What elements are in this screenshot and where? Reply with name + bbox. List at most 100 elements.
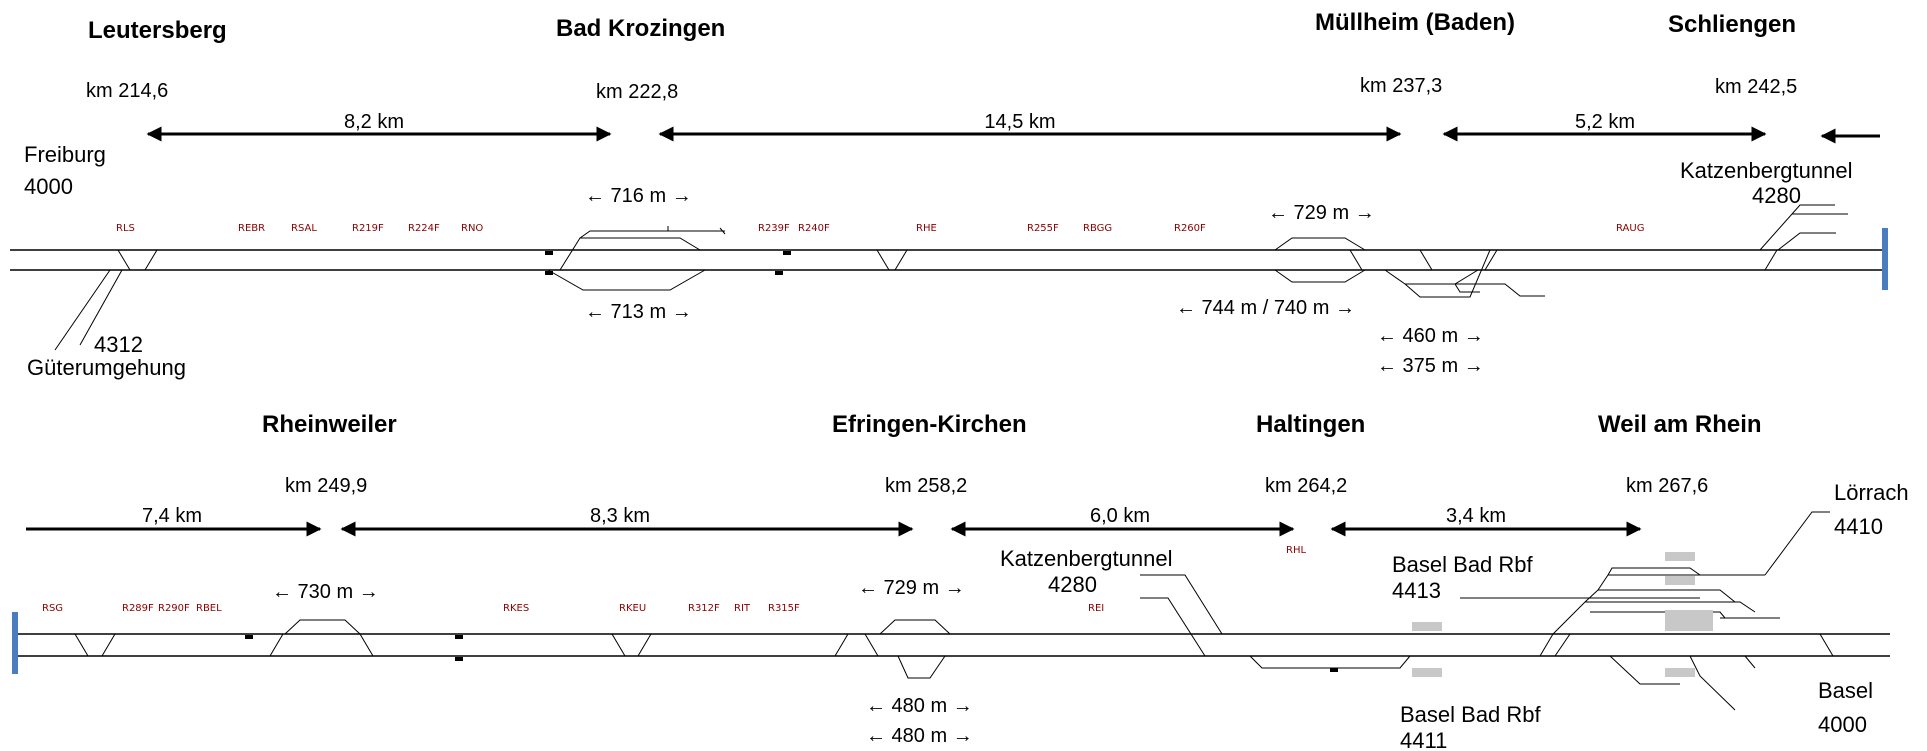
line-number: 4410 (1834, 514, 1883, 539)
km-label: km 258,2 (885, 475, 967, 497)
line-number: 4000 (1818, 712, 1867, 737)
station-name: Weil am Rhein (1598, 411, 1762, 438)
length-label: ← 729 m → (1268, 202, 1375, 224)
line-name: Basel (1818, 678, 1873, 703)
siding (660, 226, 726, 235)
distance-label: 7,4 km (142, 505, 202, 527)
signal-code: RKES (503, 603, 529, 614)
distance-label: 5,2 km (1575, 111, 1635, 133)
line-number: 4280 (1752, 183, 1801, 208)
signal-code: REBR (238, 223, 265, 234)
distance-label: 3,4 km (1446, 505, 1506, 527)
platform (1412, 668, 1442, 677)
distance-label: 14,5 km (984, 111, 1055, 133)
station-name: Müllheim (Baden) (1315, 9, 1515, 36)
end-marker (1882, 228, 1888, 290)
passing-loop (879, 619, 951, 679)
length-label: ← 480 m → (866, 695, 973, 717)
signal-device (545, 251, 553, 255)
length-label: ← 713 m → (585, 301, 692, 323)
end-marker (12, 612, 18, 674)
signal-device (545, 271, 553, 275)
passing-loop (284, 619, 361, 635)
signal-code: R315F (768, 603, 800, 614)
signal-code: RKEU (619, 603, 646, 614)
signal-code: RBGG (1083, 223, 1112, 234)
line-name: Lörrach (1834, 480, 1909, 505)
km-label: km 264,2 (1265, 475, 1347, 497)
signal-device (245, 635, 253, 639)
line-name: Basel Bad Rbf (1400, 702, 1542, 727)
passing-loop (1274, 237, 1366, 283)
siding (1249, 655, 1411, 669)
length-label: ← 744 m / 740 m → (1176, 297, 1355, 319)
signal-code: R290F (158, 603, 190, 614)
signal-code: R260F (1174, 223, 1206, 234)
branch-track (54, 269, 123, 351)
platform (1665, 668, 1695, 677)
km-label: km 214,6 (86, 80, 168, 102)
signal-code: R255F (1027, 223, 1059, 234)
station-name: Haltingen (1256, 411, 1365, 438)
signal-code: RNO (461, 223, 483, 234)
signal-code: R239F (758, 223, 790, 234)
line-number: 4413 (1392, 578, 1441, 603)
line-number: 4411 (1400, 728, 1447, 751)
signal-device (775, 271, 783, 275)
line-name: Freiburg (24, 142, 106, 167)
length-label: ← 716 m → (585, 185, 692, 207)
length-label: ← 375 m → (1377, 355, 1484, 377)
signal-code: RHL (1286, 545, 1306, 556)
crossover (117, 249, 1778, 271)
station-name: Schliengen (1668, 11, 1796, 38)
platform (1665, 576, 1695, 585)
distance-label: 6,0 km (1090, 505, 1150, 527)
line-name: Güterumgehung (27, 355, 186, 380)
km-label: km 222,8 (596, 81, 678, 103)
line-number: 4312 (94, 332, 143, 357)
passing-loop (547, 230, 706, 291)
yard-track (1460, 511, 1830, 711)
line-number: 4280 (1048, 572, 1097, 597)
signal-device (783, 251, 791, 255)
signal-code: R219F (352, 223, 384, 234)
km-label: km 237,3 (1360, 75, 1442, 97)
signal-device (455, 657, 463, 661)
station-name: Leutersberg (88, 17, 227, 44)
line-number: 4000 (24, 174, 73, 199)
signal-code: RSAL (291, 223, 317, 234)
length-label: ← 729 m → (858, 577, 965, 599)
signal-code: RBEL (196, 603, 222, 614)
line-name: Basel Bad Rbf (1392, 552, 1534, 577)
branch-track (1140, 574, 1223, 657)
length-label: ← 460 m → (1377, 325, 1484, 347)
crossover (74, 633, 1834, 657)
signal-code: R312F (688, 603, 720, 614)
signal-code: RIT (734, 603, 751, 614)
distance-label: 8,2 km (344, 111, 404, 133)
siding (1384, 249, 1545, 298)
platform (1665, 552, 1695, 561)
signal-code: RHE (916, 223, 937, 234)
station-name: Rheinweiler (262, 411, 397, 438)
length-label: ← 730 m → (272, 581, 379, 603)
signal-device (1330, 668, 1338, 672)
signal-code: REI (1088, 603, 1104, 614)
line-name: Katzenbergtunnel (1680, 158, 1852, 183)
station-name: Bad Krozingen (556, 15, 725, 42)
km-label: km 267,6 (1626, 475, 1708, 497)
km-label: km 249,9 (285, 475, 367, 497)
signal-code: RSG (42, 603, 63, 614)
signal-device (455, 635, 463, 639)
signal-code: R224F (408, 223, 440, 234)
signal-code: R240F (798, 223, 830, 234)
platform (1412, 622, 1442, 631)
station-name: Efringen-Kirchen (832, 411, 1027, 438)
signal-code: RAUG (1616, 223, 1644, 234)
km-label: km 242,5 (1715, 76, 1797, 98)
branch-track (1759, 204, 1848, 251)
line-name: Katzenbergtunnel (1000, 546, 1172, 571)
length-label: ← 480 m → (866, 725, 973, 747)
signal-code: RLS (116, 223, 135, 234)
